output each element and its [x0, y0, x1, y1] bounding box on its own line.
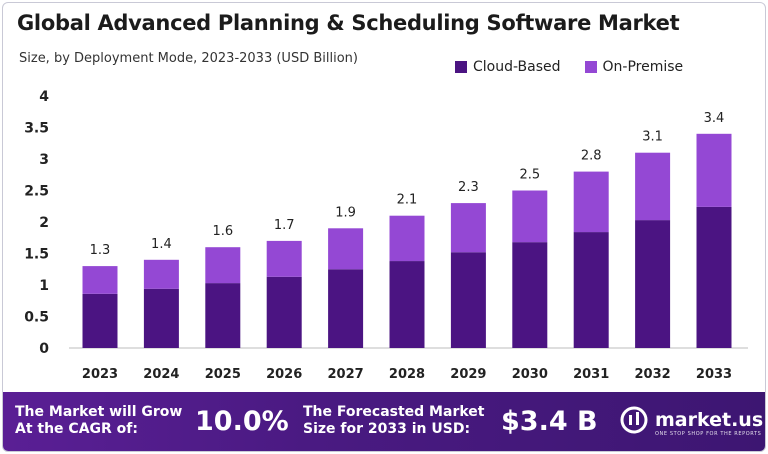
- bar-on-premise: [389, 215, 425, 262]
- bar-total-label: 2.1: [397, 193, 418, 208]
- x-tick-label: 2023: [82, 367, 118, 382]
- bar-cloud-based: [512, 242, 548, 348]
- y-tick-label: 0.5: [24, 310, 49, 326]
- x-tick-label: 2029: [450, 367, 486, 382]
- bar-cloud-based: [82, 293, 118, 348]
- y-tick-label: 2.5: [24, 184, 49, 200]
- bar-total-label: 1.9: [335, 205, 356, 220]
- bar-cloud-based: [573, 232, 609, 348]
- legend-label-on-premise: On-Premise: [602, 59, 684, 75]
- bar-on-premise: [82, 266, 118, 294]
- y-tick-label: 1: [39, 278, 49, 294]
- bar-cloud-based: [635, 220, 671, 348]
- bar-on-premise: [512, 190, 548, 243]
- y-tick-label: 3.5: [24, 121, 49, 137]
- bar-on-premise: [328, 228, 364, 270]
- brand-logo: market.us ONE STOP SHOP FOR THE REPORTS: [619, 406, 764, 437]
- bar-chart: 0 0.5 1 1.5 2 2.5 3 3.5 4 1.3 2023 1.4 2024 1.6 2025 1.…: [24, 89, 748, 382]
- x-tick-label: 2027: [328, 367, 364, 382]
- legend-item-cloud-based: Cloud-Based: [455, 59, 561, 75]
- bar-total-label: 1.7: [274, 218, 295, 233]
- x-tick-label: 2030: [512, 367, 548, 382]
- bar-total-label: 2.8: [581, 149, 602, 164]
- y-tick-label: 4: [39, 89, 49, 105]
- bar-total-label: 3.4: [704, 111, 725, 126]
- legend-item-on-premise: On-Premise: [584, 59, 684, 75]
- y-tick-label: 1.5: [24, 247, 49, 263]
- legend-swatch-on-premise: [584, 61, 597, 73]
- bar-on-premise: [266, 240, 302, 277]
- footer-banner: The Market will Grow At the CAGR of: 10.…: [3, 392, 765, 451]
- brand-tagline: ONE STOP SHOP FOR THE REPORTS: [655, 431, 762, 437]
- bar-cloud-based: [266, 276, 302, 348]
- cagr-label: The Market will Grow At the CAGR of:: [15, 404, 183, 437]
- bar-on-premise: [696, 133, 732, 207]
- bar-cloud-based: [143, 288, 179, 348]
- bar-total-label: 1.3: [90, 243, 111, 258]
- bar-total-label: 2.5: [519, 168, 540, 183]
- bar-total-label: 1.6: [212, 224, 233, 239]
- bar-on-premise: [450, 203, 486, 253]
- y-tick-label: 3: [39, 152, 49, 168]
- chart-subtitle: Size, by Deployment Mode, 2023-2033 (USD…: [19, 51, 358, 66]
- cagr-value: 10.0%: [195, 406, 289, 437]
- y-tick-label: 0: [39, 341, 49, 357]
- x-tick-label: 2028: [389, 367, 425, 382]
- market-us-logo-icon: [620, 406, 648, 434]
- chart-title: Global Advanced Planning & Scheduling So…: [17, 11, 680, 35]
- bar-cloud-based: [389, 261, 425, 348]
- bar-cloud-based: [205, 283, 241, 348]
- x-tick-label: 2025: [205, 367, 241, 382]
- bar-total-label: 1.4: [151, 237, 172, 252]
- bar-cloud-based: [328, 269, 364, 348]
- bar-cloud-based: [450, 252, 486, 348]
- bar-total-label: 3.1: [642, 130, 663, 145]
- forecast-value: $3.4 B: [501, 406, 598, 437]
- bar-on-premise: [205, 247, 241, 284]
- x-tick-label: 2024: [143, 367, 179, 382]
- legend-label-cloud-based: Cloud-Based: [473, 59, 561, 75]
- chart-legend: Cloud-Based On-Premise: [455, 59, 699, 75]
- bar-on-premise: [635, 152, 671, 221]
- x-tick-label: 2032: [635, 367, 671, 382]
- x-tick-label: 2033: [696, 367, 732, 382]
- bar-on-premise: [143, 259, 179, 289]
- y-tick-label: 2: [39, 215, 49, 231]
- bar-on-premise: [573, 171, 609, 233]
- brand-name: market.us: [655, 409, 764, 431]
- x-tick-label: 2031: [573, 367, 609, 382]
- bar-total-label: 2.3: [458, 180, 479, 195]
- legend-swatch-cloud-based: [455, 61, 467, 73]
- forecast-label: The Forecasted Market Size for 2033 in U…: [303, 404, 485, 437]
- bar-cloud-based: [696, 206, 732, 348]
- x-tick-label: 2026: [266, 367, 302, 382]
